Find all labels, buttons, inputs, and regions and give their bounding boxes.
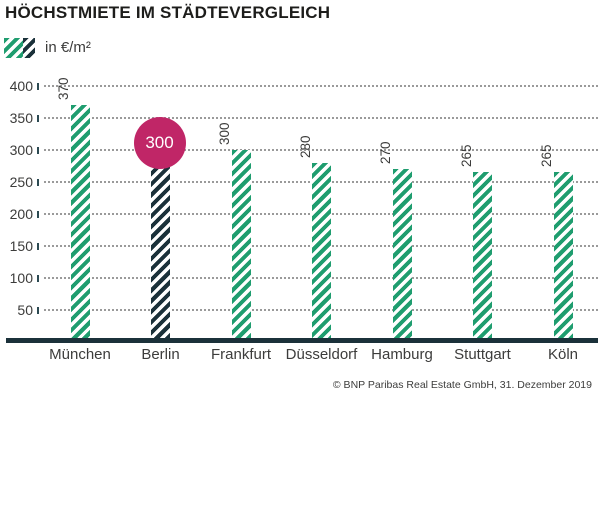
x-axis-label-köln: Köln	[547, 346, 579, 363]
gridline-350	[44, 117, 598, 119]
bar-value-label: 265	[539, 144, 554, 168]
y-axis-tick	[37, 178, 39, 186]
y-axis-tick	[37, 146, 39, 154]
bar-value-label: 270	[378, 141, 393, 165]
highlight-badge: 300	[133, 117, 186, 169]
y-axis-tick	[37, 114, 39, 122]
source-credit: © BNP Paribas Real Estate GmbH, 31. Deze…	[332, 379, 592, 391]
bar-frankfurt	[231, 150, 251, 338]
chart-title: HÖCHSTMIETE IM STÄDTEVERGLEICH	[5, 3, 331, 22]
y-axis-tick-label: 300	[9, 142, 33, 158]
x-axis-label-frankfurt: Frankfurt	[210, 346, 271, 363]
bar-value-label: 265	[458, 144, 474, 168]
gridline-400	[44, 85, 598, 87]
y-axis-tick	[37, 274, 39, 282]
legend-stripe-swatch-icon	[4, 38, 35, 58]
x-axis-label-düsseldorf: Düsseldorf	[285, 346, 358, 363]
bar-berlin	[151, 150, 170, 338]
bar-münchen	[70, 105, 90, 338]
bar-köln	[553, 172, 573, 338]
x-axis-label-hamburg: Hamburg	[371, 346, 433, 363]
x-axis-label-münchen: München	[49, 346, 111, 363]
x-axis-label-berlin: Berlin	[141, 346, 180, 363]
y-axis-tick	[37, 210, 39, 218]
bar-stuttgart	[473, 172, 492, 338]
y-axis-tick-label: 150	[9, 238, 33, 254]
legend-dark-stripes	[22, 38, 35, 58]
y-axis-tick-label: 200	[9, 206, 33, 222]
y-axis-tick-label: 50	[17, 302, 33, 318]
y-axis-tick-label: 250	[9, 174, 33, 190]
bar-düsseldorf	[312, 162, 331, 338]
legend-green-stripes	[4, 38, 23, 58]
bar-hamburg	[392, 169, 412, 338]
bar-value-label: 300	[217, 122, 232, 145]
x-axis-line	[6, 338, 598, 343]
y-axis-tick-label: 350	[9, 110, 33, 126]
legend-unit-label: in €/m²	[45, 39, 91, 56]
y-axis-tick	[37, 242, 39, 250]
gridline-300	[44, 149, 598, 151]
bar-value-label: 370	[56, 77, 71, 101]
y-axis-tick-label: 400	[9, 78, 33, 94]
x-axis-label-stuttgart: Stuttgart	[454, 346, 511, 363]
y-axis-tick	[37, 306, 39, 314]
y-axis-tick-label: 100	[9, 270, 33, 286]
bar-value-label: 280	[297, 135, 313, 158]
y-axis-tick	[37, 82, 39, 90]
